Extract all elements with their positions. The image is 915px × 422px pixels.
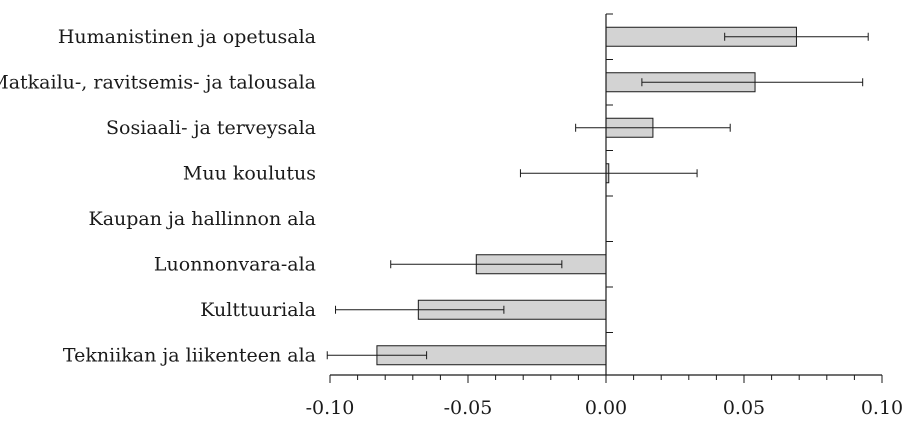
category-label: Kaupan ja hallinnon ala — [89, 208, 317, 230]
category-label: Matkailu-, ravitsemis- ja talousala — [0, 71, 316, 93]
x-tick-label: 0.00 — [585, 397, 627, 419]
x-tick-label: -0.05 — [444, 397, 493, 419]
category-label: Kulttuuriala — [200, 299, 316, 321]
category-label: Tekniikan ja liikenteen ala — [63, 344, 316, 366]
category-label: Humanistinen ja opetusala — [58, 26, 316, 48]
category-label: Sosiaali- ja terveysala — [106, 117, 316, 139]
category-label: Muu koulutus — [183, 162, 316, 184]
x-tick-label: -0.10 — [306, 397, 355, 419]
x-tick-label: 0.10 — [861, 397, 903, 419]
category-label: Luonnonvara-ala — [154, 253, 316, 275]
x-tick-label: 0.05 — [723, 397, 765, 419]
